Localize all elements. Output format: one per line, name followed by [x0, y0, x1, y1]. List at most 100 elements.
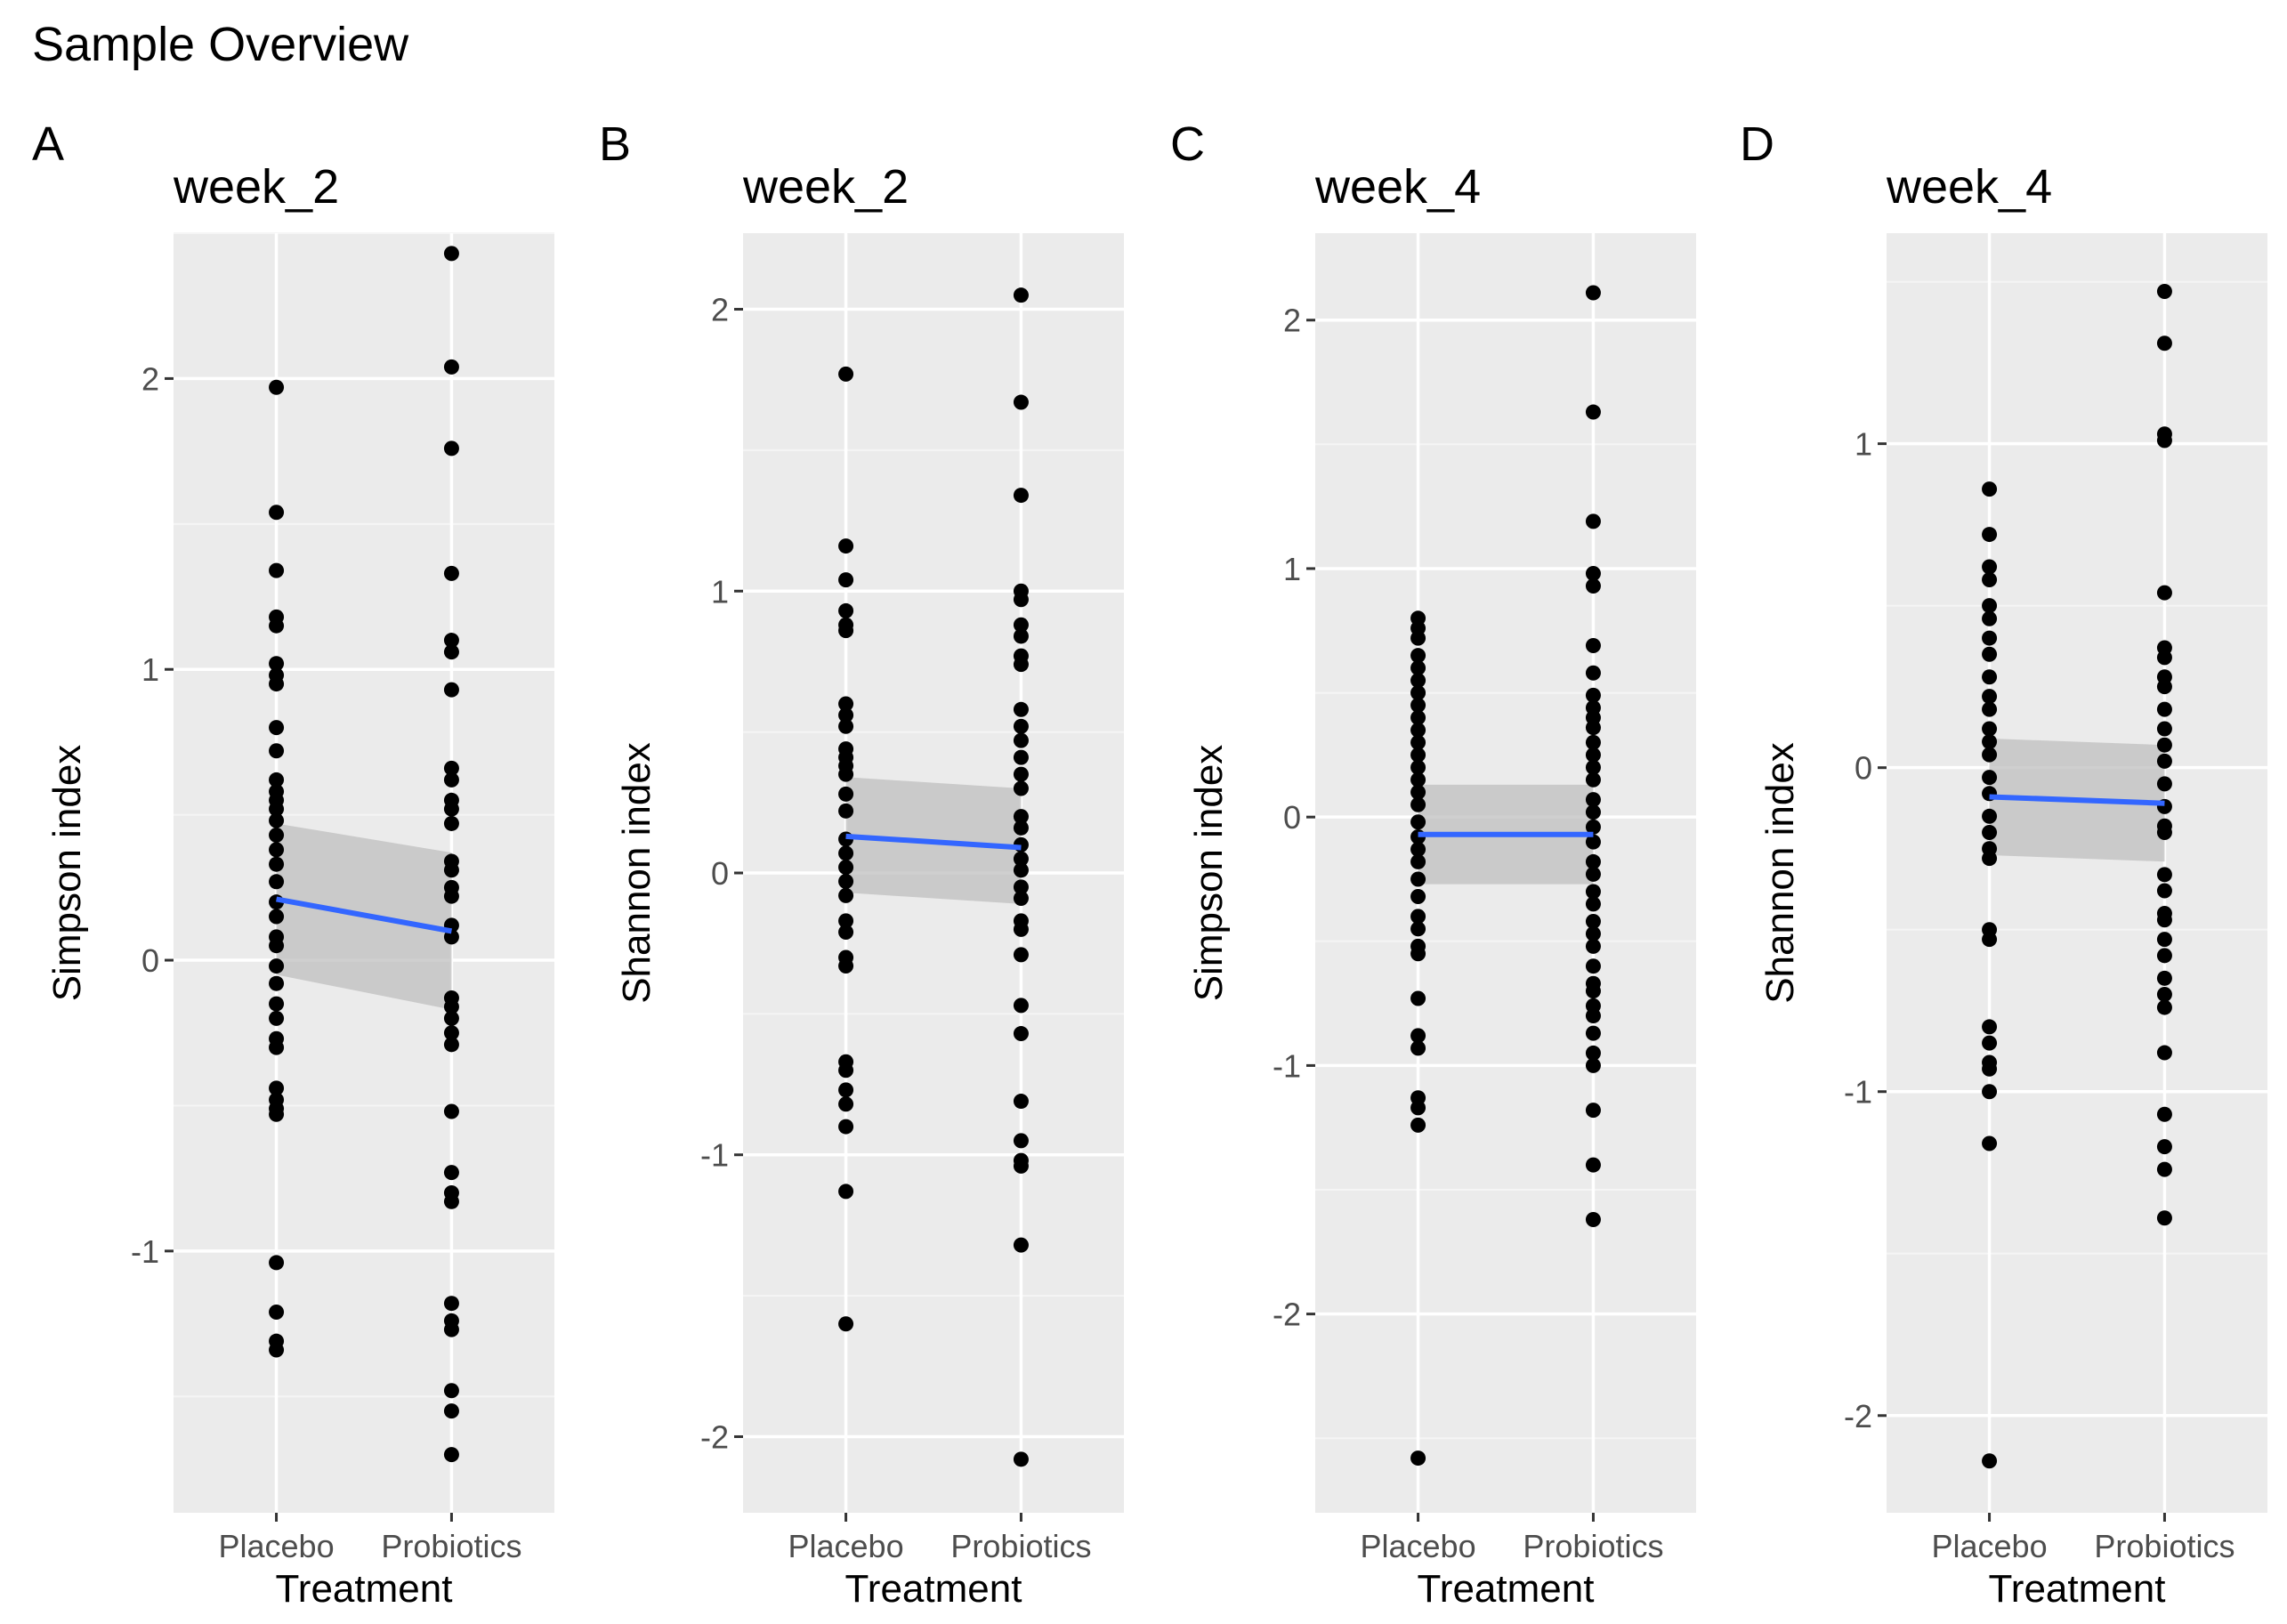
data-point-placebo	[1982, 721, 1998, 737]
data-point-probiotics	[443, 801, 459, 817]
y-tick-label: 1	[141, 651, 159, 688]
y-axis-label: Shannon index	[1758, 742, 1802, 1004]
x-axis-label: Treatment	[845, 1567, 1022, 1611]
y-tick-label: 0	[1855, 750, 1872, 787]
data-point-probiotics	[1585, 1008, 1601, 1024]
data-point-placebo	[269, 909, 285, 925]
y-tick-label: -1	[1273, 1047, 1301, 1084]
data-point-placebo	[269, 856, 285, 872]
data-point-probiotics	[1585, 720, 1601, 736]
x-axis-label: Treatment	[276, 1567, 453, 1611]
data-point-placebo	[269, 842, 285, 858]
y-tick-label: 1	[711, 573, 729, 610]
x-tick-label-placebo: Placebo	[1361, 1528, 1476, 1564]
data-point-placebo	[838, 602, 854, 618]
data-point-probiotics	[1013, 488, 1029, 504]
data-point-probiotics	[2156, 776, 2172, 792]
data-point-placebo	[838, 860, 854, 876]
data-point-probiotics	[1013, 879, 1029, 895]
data-point-placebo	[269, 996, 285, 1012]
data-point-placebo	[1982, 1061, 1998, 1077]
data-point-placebo	[838, 707, 854, 723]
data-point-placebo	[1410, 1100, 1426, 1116]
data-point-placebo	[838, 1184, 854, 1200]
panel-tag: A	[32, 117, 64, 171]
panel-title: week_2	[173, 160, 339, 214]
y-tick-label: 0	[1283, 799, 1301, 836]
data-point-probiotics	[2156, 1045, 2172, 1061]
data-point-placebo	[838, 1082, 854, 1098]
data-point-probiotics	[1013, 1158, 1029, 1174]
data-point-probiotics	[1585, 1212, 1601, 1228]
data-point-placebo	[838, 1096, 854, 1112]
data-point-placebo	[269, 1255, 285, 1271]
x-tick-label-probiotics: Probiotics	[2094, 1528, 2234, 1564]
data-point-probiotics	[1585, 792, 1601, 808]
data-point-placebo	[1982, 747, 1998, 763]
data-point-placebo	[1410, 698, 1426, 714]
data-point-placebo	[1982, 734, 1998, 750]
y-tick-label: -1	[700, 1137, 729, 1174]
data-point-placebo	[1410, 871, 1426, 887]
data-point-placebo	[1410, 685, 1426, 701]
data-point-placebo	[1410, 946, 1426, 962]
data-point-probiotics	[1585, 819, 1601, 835]
y-tick-label: -2	[1844, 1398, 1872, 1434]
data-point-probiotics	[1585, 1057, 1601, 1073]
y-tick-label: 1	[1283, 551, 1301, 587]
fit-line	[276, 896, 452, 934]
data-point-placebo	[1410, 772, 1426, 788]
data-point-probiotics	[1585, 884, 1601, 900]
data-point-probiotics	[2156, 284, 2172, 300]
data-point-placebo	[269, 379, 285, 395]
data-point-placebo	[1982, 630, 1998, 646]
data-point-probiotics	[2156, 867, 2172, 883]
data-point-placebo	[1982, 1135, 1998, 1151]
y-tick-label: 2	[141, 360, 159, 397]
data-point-placebo	[1410, 841, 1426, 857]
data-point-probiotics	[1013, 809, 1029, 825]
data-point-probiotics	[1013, 749, 1029, 765]
data-point-probiotics	[1013, 891, 1029, 907]
data-point-placebo	[269, 743, 285, 759]
data-point-placebo	[1410, 814, 1426, 830]
data-point-placebo	[269, 562, 285, 578]
data-point-placebo	[1410, 990, 1426, 1006]
data-point-probiotics	[443, 359, 459, 375]
data-point-probiotics	[443, 644, 459, 660]
data-point-probiotics	[2156, 1139, 2172, 1155]
data-point-probiotics	[1013, 947, 1029, 963]
data-point-probiotics	[443, 1296, 459, 1312]
data-point-probiotics	[1585, 866, 1601, 882]
data-point-probiotics	[443, 929, 459, 945]
data-point-placebo	[1410, 722, 1426, 738]
data-point-placebo	[1982, 1453, 1998, 1469]
data-point-probiotics	[2156, 701, 2172, 717]
data-point-probiotics	[443, 862, 459, 878]
data-point-probiotics	[1013, 718, 1029, 734]
data-point-probiotics	[1013, 592, 1029, 608]
data-point-placebo	[838, 718, 854, 734]
data-point-probiotics	[2156, 948, 2172, 964]
data-point-placebo	[1982, 1019, 1998, 1035]
panel-tag: D	[1740, 117, 1774, 171]
data-point-probiotics	[1585, 804, 1601, 820]
data-point-probiotics	[443, 888, 459, 904]
data-point-probiotics	[443, 815, 459, 831]
data-point-probiotics	[2156, 721, 2172, 737]
data-point-placebo	[838, 887, 854, 903]
data-point-placebo	[1410, 660, 1426, 676]
data-point-probiotics	[1585, 566, 1601, 582]
data-point-probiotics	[1585, 983, 1601, 999]
x-axis-label: Treatment	[1418, 1567, 1595, 1611]
data-point-probiotics	[2156, 679, 2172, 695]
data-point-probiotics	[1585, 938, 1601, 954]
data-point-probiotics	[2156, 753, 2172, 769]
data-point-placebo	[269, 1106, 285, 1122]
data-point-probiotics	[1585, 513, 1601, 529]
data-point-probiotics	[443, 1403, 459, 1419]
